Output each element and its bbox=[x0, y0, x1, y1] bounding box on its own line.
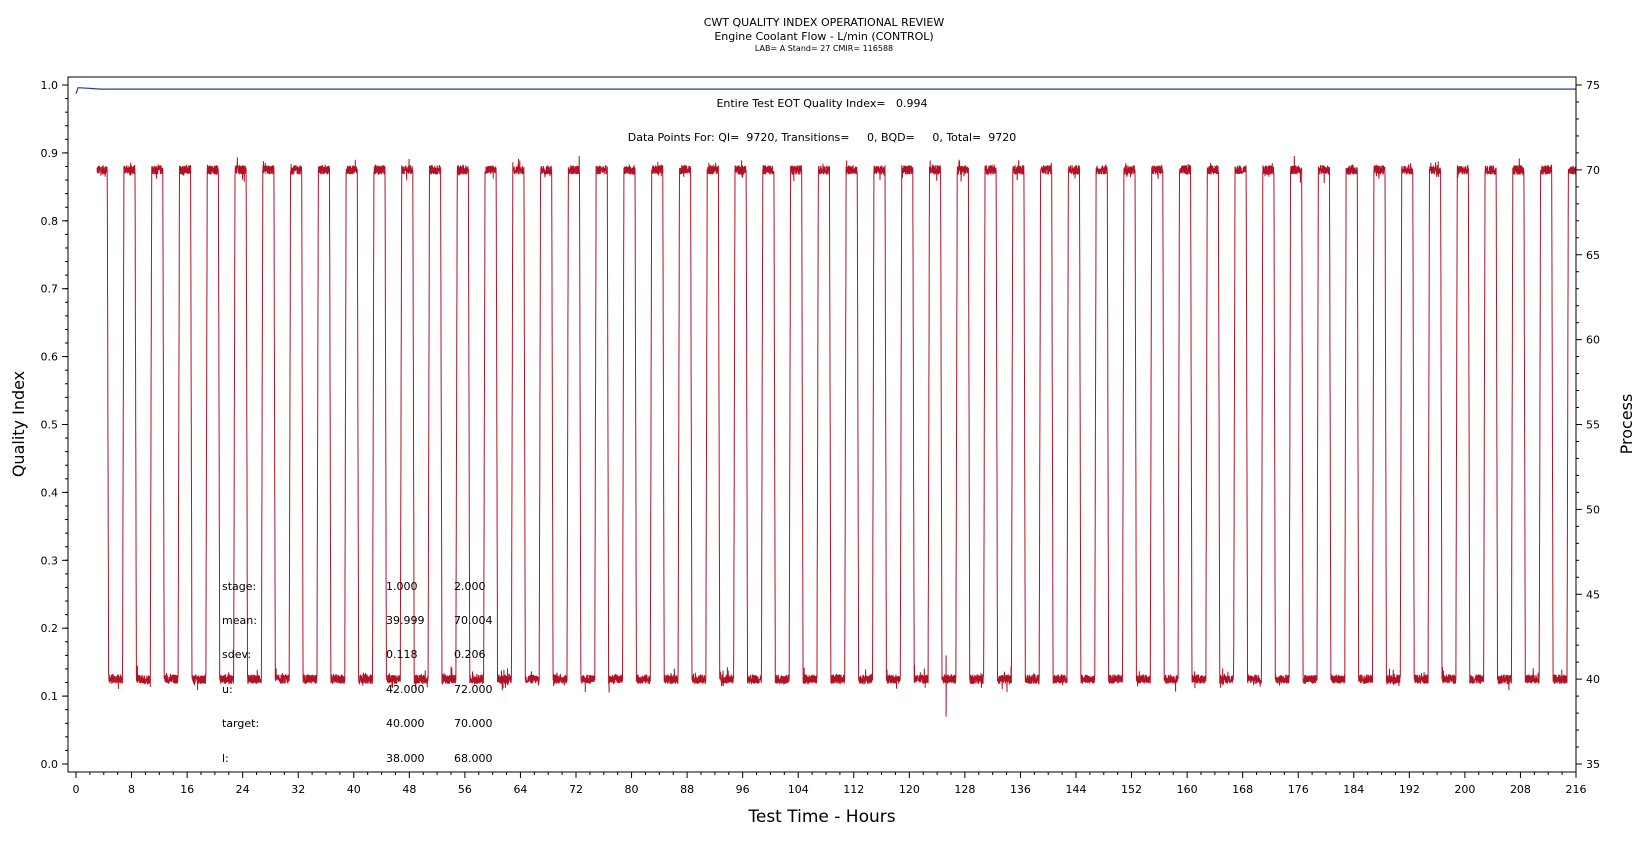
x-axis-label: Test Time - Hours bbox=[747, 807, 895, 827]
y-left-tick-label-0.5: 0.5 bbox=[41, 419, 59, 432]
x-tick-label-64: 64 bbox=[513, 783, 527, 796]
y-right-tick-label-55: 55 bbox=[1586, 419, 1600, 432]
stats-label-target: target: bbox=[222, 717, 259, 730]
x-tick-label-160: 160 bbox=[1177, 783, 1198, 796]
y-left-tick-label-0.0: 0.0 bbox=[41, 758, 59, 771]
datapoints-annotation: Data Points For: QI= 9720, Transitions= … bbox=[628, 131, 1016, 144]
stats-value-l-1: 38.000 bbox=[386, 752, 425, 765]
y-left-tick-label-0.4: 0.4 bbox=[41, 486, 59, 499]
stats-label-u: u: bbox=[222, 683, 233, 696]
y-right-axis-ticks: 35 40 45 50 55 60 65 70 75 bbox=[1576, 79, 1600, 771]
stats-label-mean: mean: bbox=[222, 614, 257, 627]
x-tick-label-96: 96 bbox=[736, 783, 750, 796]
process-line bbox=[96, 155, 1577, 717]
x-axis-ticks: 0 8 16 24 32 40 48 56 64 72 80 88 96 104 112 120 128 136 1… bbox=[73, 772, 1587, 796]
y-right-tick-label-75: 75 bbox=[1586, 79, 1600, 92]
stats-value-stage-2: 2.000 bbox=[454, 580, 486, 593]
stats-value-target-2: 70.000 bbox=[454, 717, 493, 730]
x-tick-label-72: 72 bbox=[569, 783, 583, 796]
y-right-tick-label-35: 35 bbox=[1586, 758, 1600, 771]
x-tick-label-16: 16 bbox=[180, 783, 194, 796]
x-tick-label-24: 24 bbox=[236, 783, 250, 796]
x-tick-label-168: 168 bbox=[1232, 783, 1253, 796]
y-left-tick-label-0.8: 0.8 bbox=[41, 215, 59, 228]
chart-subtitle: Engine Coolant Flow - L/min (CONTROL) bbox=[714, 30, 934, 43]
x-tick-label-144: 144 bbox=[1066, 783, 1087, 796]
x-tick-label-0: 0 bbox=[73, 783, 80, 796]
stats-value-mean-2: 70.004 bbox=[454, 614, 493, 627]
stats-label-stage: stage: bbox=[222, 580, 256, 593]
stats-value-u-2: 72.000 bbox=[454, 683, 493, 696]
y-right-tick-label-65: 65 bbox=[1586, 249, 1600, 262]
stats-value-sdev-1: 0.118 bbox=[386, 648, 418, 661]
x-tick-label-176: 176 bbox=[1288, 783, 1309, 796]
qi-annotation: Entire Test EOT Quality Index= 0.994 bbox=[716, 97, 927, 110]
y-right-tick-label-50: 50 bbox=[1586, 503, 1600, 516]
y-left-tick-label-0.9: 0.9 bbox=[41, 147, 59, 160]
x-tick-label-128: 128 bbox=[954, 783, 975, 796]
stats-value-sdev-2: 0.206 bbox=[454, 648, 486, 661]
x-tick-label-40: 40 bbox=[347, 783, 361, 796]
y-left-tick-label-0.2: 0.2 bbox=[41, 622, 59, 635]
chart-title: CWT QUALITY INDEX OPERATIONAL REVIEW bbox=[703, 16, 945, 29]
y-right-tick-label-70: 70 bbox=[1586, 164, 1600, 177]
y-left-tick-label-0.6: 0.6 bbox=[41, 351, 59, 364]
stats-value-u-1: 42.000 bbox=[386, 683, 425, 696]
y-left-axis-ticks: 0.0 0.1 0.2 0.3 0.4 0.5 0.6 0.7 0.8 0.9 1.0 bbox=[41, 79, 68, 771]
x-tick-label-48: 48 bbox=[402, 783, 416, 796]
y-left-tick-label-0.7: 0.7 bbox=[41, 283, 59, 296]
stats-label-l: l: bbox=[222, 752, 229, 765]
x-tick-label-208: 208 bbox=[1510, 783, 1531, 796]
x-tick-label-200: 200 bbox=[1454, 783, 1475, 796]
x-tick-label-104: 104 bbox=[788, 783, 809, 796]
x-tick-label-136: 136 bbox=[1010, 783, 1031, 796]
stats-value-stage-1: 1.000 bbox=[386, 580, 418, 593]
y-left-axis-label: Quality Index bbox=[9, 371, 28, 477]
y-right-tick-label-60: 60 bbox=[1586, 334, 1600, 347]
quality-index-series bbox=[75, 87, 1576, 94]
process-series bbox=[96, 155, 1577, 717]
chart-subtitle-2: LAB= A Stand= 27 CMIR= 116588 bbox=[754, 44, 894, 53]
x-tick-label-112: 112 bbox=[843, 783, 864, 796]
stats-label-sdev: sdev: bbox=[222, 648, 251, 661]
plot-frame bbox=[67, 76, 1577, 773]
x-tick-label-216: 216 bbox=[1566, 783, 1587, 796]
y-left-tick-label-0.3: 0.3 bbox=[41, 554, 59, 567]
x-tick-label-88: 88 bbox=[680, 783, 694, 796]
stats-value-l-2: 68.000 bbox=[454, 752, 493, 765]
y-right-tick-label-40: 40 bbox=[1586, 673, 1600, 686]
x-tick-label-192: 192 bbox=[1399, 783, 1420, 796]
x-tick-label-56: 56 bbox=[458, 783, 472, 796]
y-left-tick-label-0.1: 0.1 bbox=[41, 690, 59, 703]
quality-index-line bbox=[75, 87, 1576, 94]
y-right-tick-label-45: 45 bbox=[1586, 588, 1600, 601]
stats-value-mean-1: 39.999 bbox=[386, 614, 425, 627]
x-tick-label-120: 120 bbox=[899, 783, 920, 796]
x-tick-label-152: 152 bbox=[1121, 783, 1142, 796]
y-right-axis-label: Process bbox=[1617, 394, 1636, 455]
x-tick-label-8: 8 bbox=[128, 783, 135, 796]
x-tick-label-80: 80 bbox=[625, 783, 639, 796]
stats-value-target-1: 40.000 bbox=[386, 717, 425, 730]
x-tick-label-184: 184 bbox=[1343, 783, 1364, 796]
stats-table: stage: 1.000 2.000 mean: 39.999 70.004 s… bbox=[222, 580, 493, 765]
x-tick-label-32: 32 bbox=[291, 783, 305, 796]
y-left-tick-label-1.0: 1.0 bbox=[41, 79, 59, 92]
